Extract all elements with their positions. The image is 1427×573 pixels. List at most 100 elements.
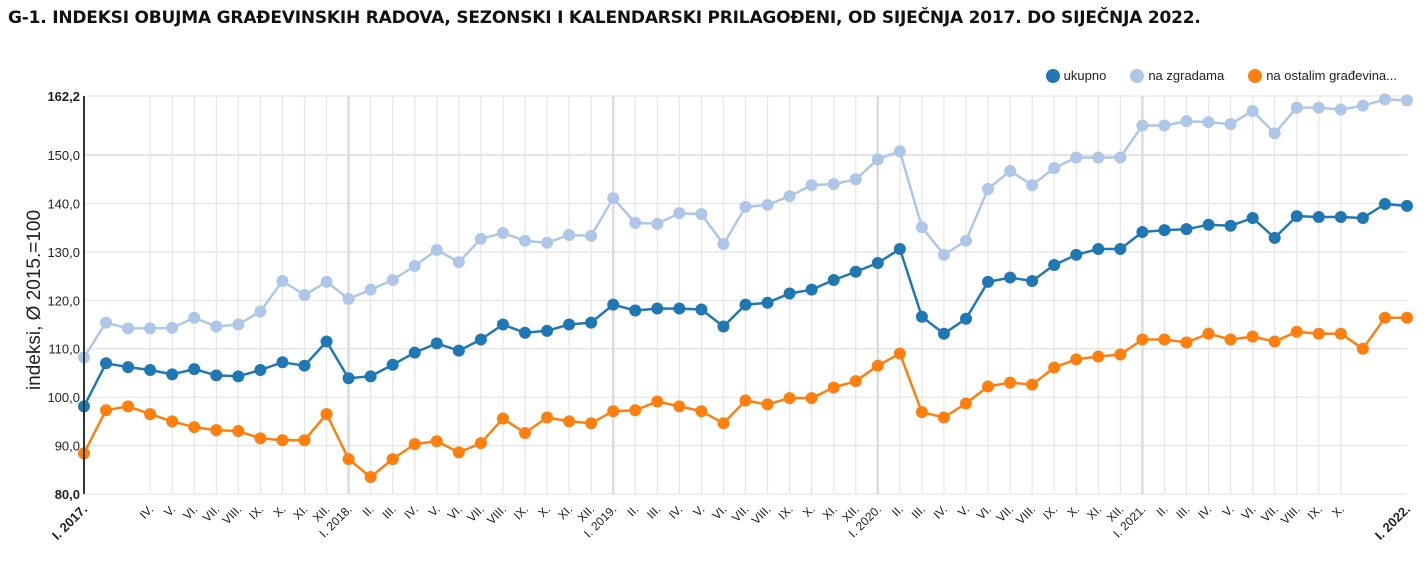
- data-point[interactable]: [805, 392, 818, 405]
- data-point[interactable]: [893, 145, 906, 158]
- data-point[interactable]: [1004, 376, 1017, 389]
- data-point[interactable]: [298, 359, 311, 372]
- data-point[interactable]: [1202, 218, 1215, 231]
- data-point[interactable]: [1356, 212, 1369, 225]
- data-point[interactable]: [430, 435, 443, 448]
- data-point[interactable]: [673, 400, 686, 413]
- data-point[interactable]: [364, 471, 377, 484]
- data-point[interactable]: [893, 347, 906, 360]
- data-point[interactable]: [585, 316, 598, 329]
- data-point[interactable]: [232, 425, 245, 438]
- data-point[interactable]: [1114, 243, 1127, 256]
- data-point[interactable]: [585, 417, 598, 430]
- data-point[interactable]: [805, 283, 818, 296]
- data-point[interactable]: [893, 243, 906, 256]
- data-point[interactable]: [188, 421, 201, 434]
- legend-item-ukupno[interactable]: ukupno: [1045, 68, 1106, 83]
- data-point[interactable]: [783, 392, 796, 405]
- data-point[interactable]: [783, 190, 796, 203]
- data-point[interactable]: [210, 320, 223, 333]
- data-point[interactable]: [122, 322, 135, 335]
- data-point[interactable]: [166, 415, 179, 428]
- data-point[interactable]: [1026, 179, 1039, 192]
- data-point[interactable]: [474, 232, 487, 245]
- data-point[interactable]: [695, 405, 708, 418]
- data-point[interactable]: [585, 229, 598, 242]
- data-point[interactable]: [717, 320, 730, 333]
- data-point[interactable]: [166, 368, 179, 381]
- data-point[interactable]: [276, 274, 289, 287]
- data-point[interactable]: [408, 259, 421, 272]
- data-point[interactable]: [320, 335, 333, 348]
- data-point[interactable]: [871, 257, 884, 270]
- data-point[interactable]: [1246, 105, 1259, 118]
- data-point[interactable]: [342, 292, 355, 305]
- data-point[interactable]: [1401, 199, 1413, 212]
- data-point[interactable]: [960, 312, 972, 325]
- data-point[interactable]: [1378, 197, 1391, 210]
- data-point[interactable]: [1268, 127, 1281, 140]
- data-point[interactable]: [1224, 333, 1237, 346]
- data-point[interactable]: [1136, 333, 1149, 346]
- data-point[interactable]: [871, 359, 884, 372]
- data-point[interactable]: [188, 363, 201, 376]
- data-point[interactable]: [937, 327, 950, 340]
- data-point[interactable]: [695, 208, 708, 221]
- data-point[interactable]: [1312, 211, 1325, 224]
- data-point[interactable]: [496, 227, 509, 240]
- data-point[interactable]: [960, 397, 972, 410]
- data-point[interactable]: [937, 411, 950, 424]
- data-point[interactable]: [364, 283, 377, 296]
- data-point[interactable]: [915, 310, 928, 323]
- data-point[interactable]: [827, 381, 840, 394]
- data-point[interactable]: [1136, 119, 1149, 132]
- data-point[interactable]: [651, 217, 664, 230]
- data-point[interactable]: [100, 404, 113, 417]
- data-point[interactable]: [100, 316, 113, 329]
- data-point[interactable]: [452, 446, 465, 459]
- data-point[interactable]: [342, 453, 355, 466]
- data-point[interactable]: [210, 424, 223, 437]
- data-point[interactable]: [320, 408, 333, 421]
- data-point[interactable]: [1048, 361, 1061, 374]
- data-point[interactable]: [1290, 101, 1303, 114]
- data-point[interactable]: [1356, 99, 1369, 112]
- data-point[interactable]: [474, 333, 487, 346]
- data-point[interactable]: [1312, 327, 1325, 340]
- data-point[interactable]: [1158, 119, 1171, 132]
- data-point[interactable]: [1026, 378, 1039, 391]
- data-point[interactable]: [849, 173, 862, 186]
- data-point[interactable]: [1180, 336, 1193, 349]
- data-point[interactable]: [1401, 94, 1413, 107]
- data-point[interactable]: [1092, 350, 1105, 363]
- data-point[interactable]: [607, 192, 620, 205]
- data-point[interactable]: [695, 303, 708, 316]
- data-point[interactable]: [386, 453, 399, 466]
- data-point[interactable]: [761, 398, 774, 411]
- data-point[interactable]: [519, 234, 531, 247]
- data-point[interactable]: [541, 324, 554, 337]
- data-point[interactable]: [1401, 311, 1413, 324]
- data-point[interactable]: [1158, 333, 1171, 346]
- data-point[interactable]: [276, 356, 289, 369]
- data-point[interactable]: [982, 275, 995, 288]
- data-point[interactable]: [320, 275, 333, 288]
- data-point[interactable]: [408, 438, 421, 451]
- data-point[interactable]: [827, 273, 840, 286]
- data-point[interactable]: [1004, 271, 1017, 284]
- data-point[interactable]: [607, 298, 620, 311]
- data-point[interactable]: [1378, 93, 1391, 106]
- data-point[interactable]: [1070, 151, 1083, 164]
- data-point[interactable]: [1114, 151, 1127, 164]
- data-point[interactable]: [1158, 224, 1171, 237]
- data-point[interactable]: [342, 372, 355, 385]
- data-point[interactable]: [276, 434, 289, 447]
- data-point[interactable]: [717, 417, 730, 430]
- data-point[interactable]: [915, 406, 928, 419]
- legend-item-na-zgradama[interactable]: na zgradama: [1130, 68, 1224, 83]
- data-point[interactable]: [144, 408, 157, 421]
- data-point[interactable]: [254, 432, 267, 445]
- data-point[interactable]: [254, 364, 267, 377]
- data-point[interactable]: [386, 273, 399, 286]
- data-point[interactable]: [849, 265, 862, 278]
